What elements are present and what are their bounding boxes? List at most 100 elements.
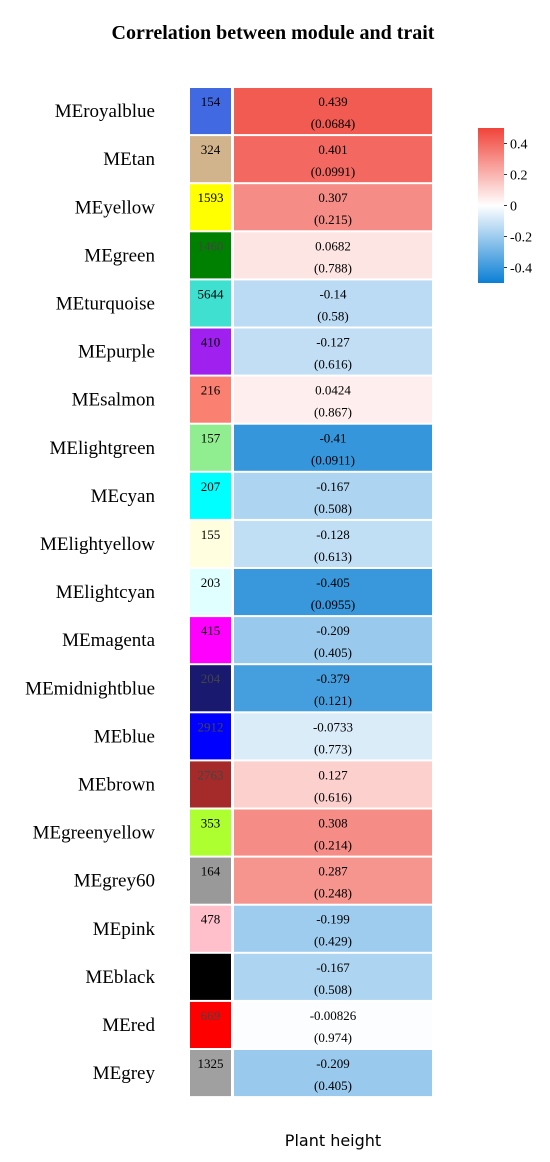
p-value: (0.0684) [311, 116, 355, 131]
p-value: (0.616) [314, 357, 352, 372]
heatmap-row: MEred 669 -0.00826 (0.974) [102, 1001, 432, 1048]
heatmap-row: MEpink 478 -0.199 (0.429) [93, 905, 432, 952]
module-label: MEgreenyellow [33, 823, 156, 844]
correlation-cell [234, 136, 432, 183]
module-size-label: 1593 [198, 190, 224, 205]
heatmap-row: MEroyalblue 154 0.439 (0.0684) [55, 88, 432, 135]
correlation-value: 0.401 [318, 142, 347, 157]
module-label: MEtan [103, 149, 155, 170]
p-value: (0.508) [314, 982, 352, 997]
x-axis-label: Plant height [285, 1131, 381, 1150]
correlation-value: -0.127 [316, 335, 350, 350]
legend-tick-label: 0 [510, 200, 517, 215]
module-color-swatch [190, 424, 231, 471]
heatmap-row: MElightgreen 157 -0.41 (0.0911) [49, 424, 432, 471]
module-color-swatch [190, 520, 231, 567]
p-value: (0.867) [314, 405, 352, 420]
module-size-label: 216 [201, 383, 221, 398]
module-size-label: 2763 [198, 767, 224, 782]
module-label: MEmagenta [62, 630, 155, 651]
module-color-swatch [190, 905, 231, 952]
module-label: MEyellow [75, 197, 155, 218]
p-value: (0.974) [314, 1030, 352, 1045]
p-value: (0.508) [314, 501, 352, 516]
correlation-cell [234, 472, 432, 519]
correlation-value: -0.405 [316, 575, 350, 590]
p-value: (0.788) [314, 260, 352, 275]
module-color-swatch [190, 88, 231, 135]
heatmap-row: MEgreenyellow 353 0.308 (0.214) [33, 809, 432, 856]
module-size-label: 478 [201, 912, 221, 927]
module-color-swatch [190, 184, 231, 231]
legend-tick-label: -0.2 [510, 231, 532, 246]
module-label: MEblue [94, 726, 155, 747]
heatmap-row: MEtan 324 0.401 (0.0991) [103, 136, 432, 183]
color-scale-bar [478, 128, 504, 283]
correlation-value: -0.0733 [313, 719, 353, 734]
module-size-label: 157 [201, 431, 221, 446]
heatmap-row: MEpurple 410 -0.127 (0.616) [78, 328, 432, 375]
color-scale-legend: 0.4 0.2 0 -0.2 -0.4 [478, 128, 532, 283]
heatmap-row: MEblue 2912 -0.0733 (0.773) [94, 713, 432, 760]
module-color-swatch [190, 472, 231, 519]
correlation-cell [234, 617, 432, 664]
correlation-value: 0.439 [318, 94, 347, 109]
module-size-label: 1460 [198, 238, 224, 253]
module-label: MEsalmon [72, 390, 156, 411]
module-size-label: 415 [201, 623, 221, 638]
correlation-value: -0.379 [316, 671, 350, 686]
p-value: (0.215) [314, 212, 352, 227]
module-label: MEroyalblue [55, 101, 155, 122]
correlation-cell [234, 1050, 432, 1097]
module-label: MEturquoise [56, 293, 155, 314]
correlation-value: -0.128 [316, 527, 350, 542]
module-color-swatch [190, 1050, 231, 1097]
heatmap-row: MEblack -0.167 (0.508) [85, 953, 432, 1000]
heatmap-row: MEyellow 1593 0.307 (0.215) [75, 184, 432, 231]
correlation-cell [234, 376, 432, 423]
module-size-label: 155 [201, 527, 221, 542]
module-label: MEcyan [91, 486, 156, 507]
correlation-value: -0.00826 [310, 1008, 357, 1023]
module-size-label: 2912 [198, 719, 224, 734]
module-label: MEgrey [93, 1063, 156, 1084]
module-label: MEpurple [78, 342, 155, 363]
correlation-cell [234, 665, 432, 712]
module-color-swatch [190, 665, 231, 712]
p-value: (0.0911) [311, 453, 355, 468]
module-color-swatch [190, 857, 231, 904]
module-label: MElightgreen [49, 438, 155, 459]
heatmap-row: MElightyellow 155 -0.128 (0.613) [40, 520, 432, 567]
legend-tick-label: -0.4 [510, 262, 532, 277]
module-size-label: 164 [201, 864, 221, 879]
correlation-value: -0.14 [319, 286, 347, 301]
heatmap-row: MEmidnightblue 204 -0.379 (0.121) [25, 665, 432, 712]
module-size-label: 1325 [198, 1056, 224, 1071]
module-label: MEbrown [78, 774, 156, 795]
module-label: MElightcyan [56, 582, 156, 603]
heatmap-row: MEsalmon 216 0.0424 (0.867) [72, 376, 432, 423]
heatmap-row: MEgreen 1460 0.0682 (0.788) [84, 232, 432, 279]
module-size-label: 204 [201, 671, 221, 686]
module-color-swatch [190, 809, 231, 856]
chart-title: Correlation between module and trait [112, 22, 435, 44]
correlation-cell [234, 424, 432, 471]
p-value: (0.616) [314, 789, 352, 804]
correlation-value: -0.209 [316, 623, 350, 638]
module-size-label: 207 [201, 479, 221, 494]
module-size-label: 5644 [198, 286, 225, 301]
module-label: MEpink [93, 919, 156, 940]
heatmap-row: MEgrey60 164 0.287 (0.248) [74, 857, 432, 904]
heatmap-row: MEgrey 1325 -0.209 (0.405) [93, 1050, 432, 1097]
correlation-cell [234, 713, 432, 760]
module-size-label: 324 [201, 142, 221, 157]
module-color-swatch [190, 569, 231, 616]
heatmap-row: MEmagenta 415 -0.209 (0.405) [62, 617, 432, 664]
module-size-label: 154 [201, 94, 221, 109]
correlation-value: -0.167 [316, 479, 350, 494]
module-label: MEmidnightblue [25, 678, 155, 699]
module-color-swatch [190, 136, 231, 183]
p-value: (0.214) [314, 838, 352, 853]
correlation-cell [234, 280, 432, 327]
module-color-swatch [190, 280, 231, 327]
